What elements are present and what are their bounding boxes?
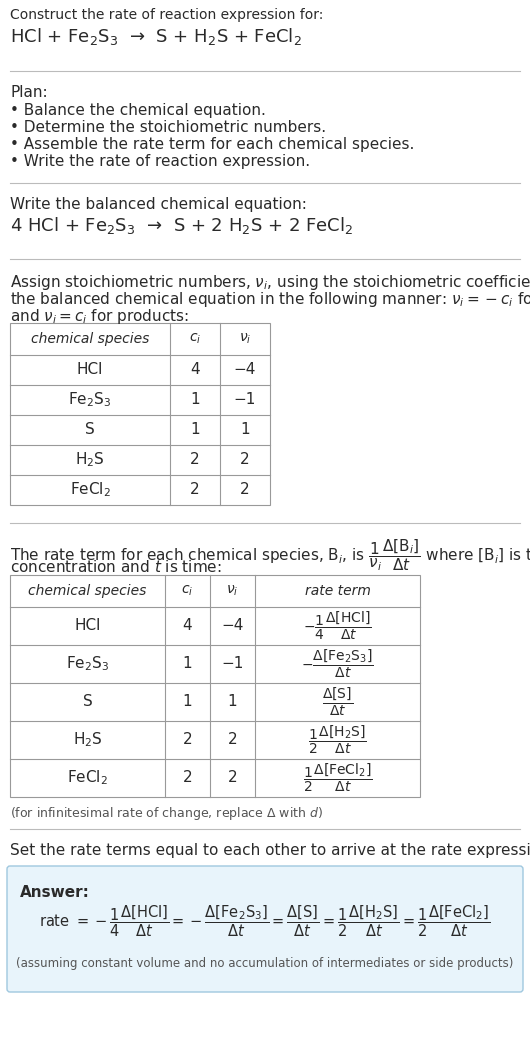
Text: $\dfrac{1}{2}\dfrac{\Delta[\mathrm{FeCl_2}]}{\Delta t}$: $\dfrac{1}{2}\dfrac{\Delta[\mathrm{FeCl_…: [303, 762, 373, 794]
Text: Fe$_2$S$_3$: Fe$_2$S$_3$: [68, 391, 112, 410]
Text: $c_i$: $c_i$: [189, 331, 201, 346]
Text: Answer:: Answer:: [20, 885, 90, 900]
Text: $\nu_i$: $\nu_i$: [239, 331, 251, 346]
FancyBboxPatch shape: [7, 866, 523, 992]
Text: FeCl$_2$: FeCl$_2$: [67, 769, 108, 788]
Text: 2: 2: [228, 770, 237, 786]
Text: 2: 2: [240, 482, 250, 497]
Text: • Assemble the rate term for each chemical species.: • Assemble the rate term for each chemic…: [10, 137, 414, 152]
Text: 4 HCl + Fe$_2$S$_3$  →  S + 2 H$_2$S + 2 FeCl$_2$: 4 HCl + Fe$_2$S$_3$ → S + 2 H$_2$S + 2 F…: [10, 215, 354, 235]
Text: Assign stoichiometric numbers, $\nu_i$, using the stoichiometric coefficients, $: Assign stoichiometric numbers, $\nu_i$, …: [10, 273, 530, 292]
Text: 1: 1: [183, 695, 192, 710]
Text: 2: 2: [240, 452, 250, 468]
Text: HCl: HCl: [77, 363, 103, 377]
Text: chemical species: chemical species: [28, 584, 147, 598]
Text: FeCl$_2$: FeCl$_2$: [69, 480, 110, 499]
Text: • Write the rate of reaction expression.: • Write the rate of reaction expression.: [10, 154, 310, 169]
Text: and $\nu_i = c_i$ for products:: and $\nu_i = c_i$ for products:: [10, 307, 189, 326]
Text: $\dfrac{\Delta[\mathrm{S}]}{\Delta t}$: $\dfrac{\Delta[\mathrm{S}]}{\Delta t}$: [322, 686, 353, 718]
Text: Construct the rate of reaction expression for:: Construct the rate of reaction expressio…: [10, 8, 323, 22]
Text: 4: 4: [190, 363, 200, 377]
Text: (assuming constant volume and no accumulation of intermediates or side products): (assuming constant volume and no accumul…: [16, 958, 514, 970]
Text: 2: 2: [190, 482, 200, 497]
Text: concentration and $t$ is time:: concentration and $t$ is time:: [10, 559, 222, 575]
Text: −1: −1: [234, 393, 256, 407]
Text: $\dfrac{1}{2}\dfrac{\Delta[\mathrm{H_2S}]}{\Delta t}$: $\dfrac{1}{2}\dfrac{\Delta[\mathrm{H_2S}…: [308, 724, 367, 756]
Text: 1: 1: [228, 695, 237, 710]
Text: S: S: [83, 695, 92, 710]
Text: 2: 2: [190, 452, 200, 468]
Text: 1: 1: [183, 656, 192, 671]
Text: the balanced chemical equation in the following manner: $\nu_i = -c_i$ for react: the balanced chemical equation in the fo…: [10, 290, 530, 309]
Text: HCl: HCl: [74, 619, 101, 634]
Text: The rate term for each chemical species, B$_i$, is $\dfrac{1}{\nu_i}\dfrac{\Delt: The rate term for each chemical species,…: [10, 537, 530, 573]
Text: $-\dfrac{1}{4}\dfrac{\Delta[\mathrm{HCl}]}{\Delta t}$: $-\dfrac{1}{4}\dfrac{\Delta[\mathrm{HCl}…: [303, 610, 372, 642]
Bar: [10, 323, 270, 505]
Text: 2: 2: [228, 733, 237, 747]
Text: $-\dfrac{\Delta[\mathrm{Fe_2S_3}]}{\Delta t}$: $-\dfrac{\Delta[\mathrm{Fe_2S_3}]}{\Delt…: [301, 648, 374, 680]
Text: Set the rate terms equal to each other to arrive at the rate expression:: Set the rate terms equal to each other t…: [10, 843, 530, 858]
Text: 1: 1: [190, 422, 200, 438]
Text: Write the balanced chemical equation:: Write the balanced chemical equation:: [10, 197, 307, 212]
Text: 2: 2: [183, 770, 192, 786]
Text: 1: 1: [190, 393, 200, 407]
Text: −4: −4: [222, 619, 244, 634]
Text: rate $= -\dfrac{1}{4}\dfrac{\Delta[\mathrm{HCl}]}{\Delta t} = -\dfrac{\Delta[\ma: rate $= -\dfrac{1}{4}\dfrac{\Delta[\math…: [39, 903, 491, 939]
Text: HCl + Fe$_2$S$_3$  →  S + H$_2$S + FeCl$_2$: HCl + Fe$_2$S$_3$ → S + H$_2$S + FeCl$_2…: [10, 26, 302, 47]
Text: H$_2$S: H$_2$S: [73, 730, 102, 749]
Text: −4: −4: [234, 363, 256, 377]
Text: chemical species: chemical species: [31, 332, 149, 346]
Text: −1: −1: [222, 656, 244, 671]
Text: • Balance the chemical equation.: • Balance the chemical equation.: [10, 103, 266, 118]
Text: 4: 4: [183, 619, 192, 634]
Text: (for infinitesimal rate of change, replace Δ with $d$): (for infinitesimal rate of change, repla…: [10, 805, 323, 822]
Text: 1: 1: [240, 422, 250, 438]
Text: 2: 2: [183, 733, 192, 747]
Bar: [10, 575, 420, 797]
Text: H$_2$S: H$_2$S: [75, 450, 105, 469]
Text: $\nu_i$: $\nu_i$: [226, 584, 238, 598]
Text: S: S: [85, 422, 95, 438]
Text: $c_i$: $c_i$: [181, 584, 193, 598]
Text: rate term: rate term: [305, 584, 370, 598]
Text: Plan:: Plan:: [10, 85, 48, 100]
Text: • Determine the stoichiometric numbers.: • Determine the stoichiometric numbers.: [10, 120, 326, 135]
Text: Fe$_2$S$_3$: Fe$_2$S$_3$: [66, 654, 109, 673]
